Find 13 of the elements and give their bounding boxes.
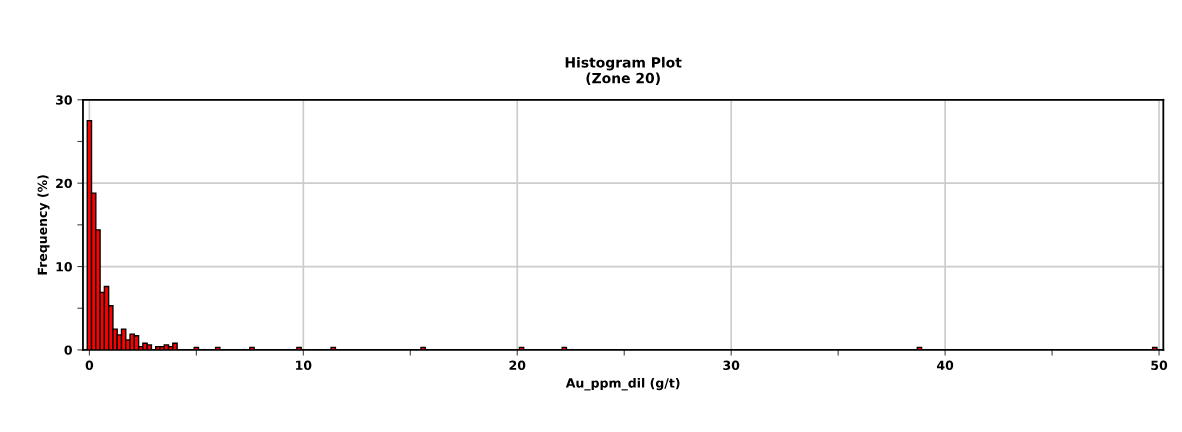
x-tick-label: 40	[936, 360, 954, 371]
x-tick-label: 30	[723, 360, 740, 371]
y-tick-label: 20	[56, 178, 72, 189]
x-tick-label: 20	[509, 360, 526, 371]
y-tick-label: 0	[64, 345, 72, 355]
y-tick-label: 10	[56, 262, 72, 272]
y-tick-label: 30	[56, 95, 72, 105]
x-tick-label: 50	[1151, 360, 1168, 371]
chart-title: Histogram Plot (Zone 20)	[565, 56, 682, 85]
x-tick-label: 0	[85, 360, 94, 371]
x-tick-label: 10	[296, 360, 312, 371]
y-axis-title: Frequency (%)	[37, 175, 50, 275]
x-axis-title: Au_ppm_dil (g/t)	[565, 377, 680, 391]
